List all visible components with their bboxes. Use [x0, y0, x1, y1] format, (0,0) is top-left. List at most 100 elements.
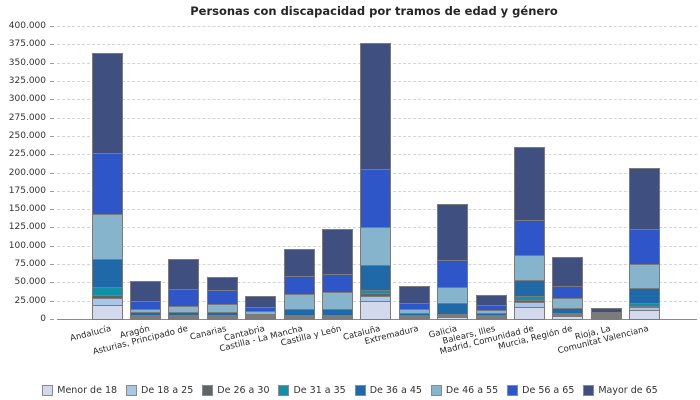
y-tick-label: 100.000	[8, 240, 46, 251]
y-tick-label: 125.000	[8, 222, 46, 233]
bar-segment[interactable]	[629, 263, 661, 289]
legend-label: De 56 a 65	[522, 385, 575, 396]
legend-label: De 36 a 45	[369, 385, 422, 396]
y-tick-mark	[50, 80, 54, 82]
y-tick-mark	[50, 300, 54, 302]
bar-segment[interactable]	[168, 288, 200, 307]
bar-segment[interactable]	[360, 265, 392, 291]
legend-item[interactable]: Menor de 18	[42, 385, 117, 396]
bar-segment[interactable]	[360, 226, 392, 267]
x-axis-label: Andalucía	[69, 324, 113, 344]
y-tick-label: 275.000	[8, 112, 46, 123]
bar-segment[interactable]	[321, 292, 353, 310]
bar-segment[interactable]	[321, 229, 353, 276]
bar-segment[interactable]	[91, 214, 123, 260]
bar-Andalucía	[91, 53, 123, 320]
bar-segment[interactable]	[283, 317, 315, 320]
bar-segment[interactable]	[206, 317, 238, 320]
bar-segment[interactable]	[475, 318, 507, 320]
bar-segment[interactable]	[629, 168, 661, 230]
bar-segment[interactable]	[129, 317, 161, 320]
legend-swatch-icon	[583, 385, 595, 396]
x-axis-label: Canarias	[189, 324, 228, 343]
y-tick-label: 375.000	[8, 39, 46, 50]
y-tick-label: 400.000	[8, 21, 46, 31]
legend-label: Menor de 18	[57, 385, 118, 396]
y-tick-mark	[50, 26, 54, 27]
bar-Aragón	[129, 281, 161, 320]
legend-swatch-icon	[430, 385, 442, 396]
bar-segment[interactable]	[360, 168, 392, 228]
bar-segment[interactable]	[91, 258, 123, 289]
bar-segment[interactable]	[206, 290, 238, 305]
bar-segment[interactable]	[437, 317, 469, 320]
y-tick-mark	[50, 172, 54, 174]
bar-segment[interactable]	[360, 42, 392, 170]
legend-item[interactable]: De 26 a 30	[202, 385, 269, 396]
y-tick-label: 250.000	[8, 130, 46, 141]
y-tick-label: 325.000	[8, 75, 46, 86]
bar-Galicia	[437, 203, 469, 320]
bar-segment[interactable]	[552, 286, 584, 300]
bar-segment[interactable]	[168, 318, 200, 320]
y-tick-mark	[50, 264, 54, 266]
legend-label: De 26 a 30	[217, 385, 270, 396]
legend-item[interactable]: De 36 a 45	[354, 385, 422, 396]
legend-item[interactable]: De 46 a 55	[430, 385, 498, 396]
y-tick-mark	[50, 190, 54, 192]
y-tick-mark	[50, 117, 54, 119]
bar-segment[interactable]	[398, 318, 430, 320]
legend-swatch-icon	[126, 385, 138, 396]
bar-segment[interactable]	[629, 287, 661, 305]
y-tick-label: 200.000	[8, 167, 46, 178]
bar-Balears, Illes	[475, 294, 507, 320]
y-tick-label: 175.000	[8, 185, 46, 196]
legend-swatch-icon	[42, 385, 54, 396]
bar-segment[interactable]	[629, 310, 661, 320]
bar-segment[interactable]	[168, 258, 200, 290]
legend-label: Mayor de 65	[598, 385, 658, 396]
bar-segment[interactable]	[513, 306, 545, 320]
bar-Comunitat Valenciana	[629, 168, 661, 320]
bar-segment[interactable]	[91, 304, 123, 320]
bar-Castilla - La Mancha	[283, 249, 315, 320]
y-tick-mark	[50, 62, 54, 64]
bar-segment[interactable]	[437, 259, 469, 289]
bar-segment[interactable]	[321, 274, 353, 294]
bar-segment[interactable]	[283, 293, 315, 311]
bar-segment[interactable]	[91, 53, 123, 154]
bar-Canarias	[206, 276, 238, 320]
bar-segment[interactable]	[513, 146, 545, 222]
bar-Murcia, Región de	[552, 256, 584, 320]
bar-segment[interactable]	[129, 281, 161, 303]
bar-segment[interactable]	[245, 318, 277, 320]
legend-item[interactable]: Mayor de 65	[583, 385, 658, 396]
bar-segment[interactable]	[513, 255, 545, 282]
legend-item[interactable]: De 31 a 35	[278, 385, 346, 396]
bar-segment[interactable]	[321, 318, 353, 320]
bar-segment[interactable]	[552, 256, 584, 288]
legend-swatch-icon	[278, 385, 290, 396]
bar-segment[interactable]	[398, 285, 430, 304]
bar-segment[interactable]	[283, 275, 315, 295]
bar-segment[interactable]	[437, 287, 469, 304]
bar-segment[interactable]	[360, 300, 392, 320]
legend-item[interactable]: De 56 a 65	[507, 385, 574, 396]
y-tick-label: 225.000	[8, 149, 46, 160]
legend-item[interactable]: De 18 a 25	[126, 385, 193, 396]
y-tick-label: 50.000	[14, 277, 47, 288]
bar-segment[interactable]	[590, 318, 622, 320]
bar-segment[interactable]	[437, 203, 469, 261]
y-tick-label: 300.000	[8, 94, 46, 105]
y-tick-mark	[50, 245, 54, 247]
bar-segment[interactable]	[513, 280, 545, 298]
bar-segment[interactable]	[91, 152, 123, 216]
y-tick-mark	[50, 154, 54, 156]
bar-segment[interactable]	[283, 249, 315, 277]
bar-segment[interactable]	[629, 228, 661, 265]
gridline	[57, 26, 697, 27]
plot-area	[57, 26, 697, 320]
bar-segment[interactable]	[206, 276, 238, 292]
bar-segment[interactable]	[552, 316, 584, 320]
bar-segment[interactable]	[513, 220, 545, 257]
